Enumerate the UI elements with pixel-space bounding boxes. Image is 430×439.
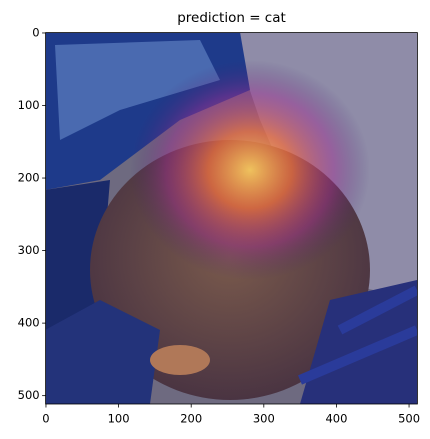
y-tick-label: 400: [18, 316, 40, 330]
x-tick-label: 500: [398, 412, 420, 426]
x-tick-label: 200: [180, 412, 202, 426]
x-tick-label: 300: [253, 412, 275, 426]
x-tick-label: 400: [325, 412, 347, 426]
axes-frame: [45, 32, 418, 405]
y-tick-label: 0: [32, 25, 39, 39]
y-tick-label: 200: [18, 171, 40, 185]
x-tick-label: 0: [42, 412, 49, 426]
y-tick-label: 100: [18, 98, 40, 112]
chart-title: prediction = cat: [177, 10, 286, 26]
y-tick-label: 300: [18, 243, 40, 257]
y-tick-label: 500: [18, 388, 40, 402]
x-tick-label: 100: [108, 412, 130, 426]
image: [45, 32, 418, 404]
